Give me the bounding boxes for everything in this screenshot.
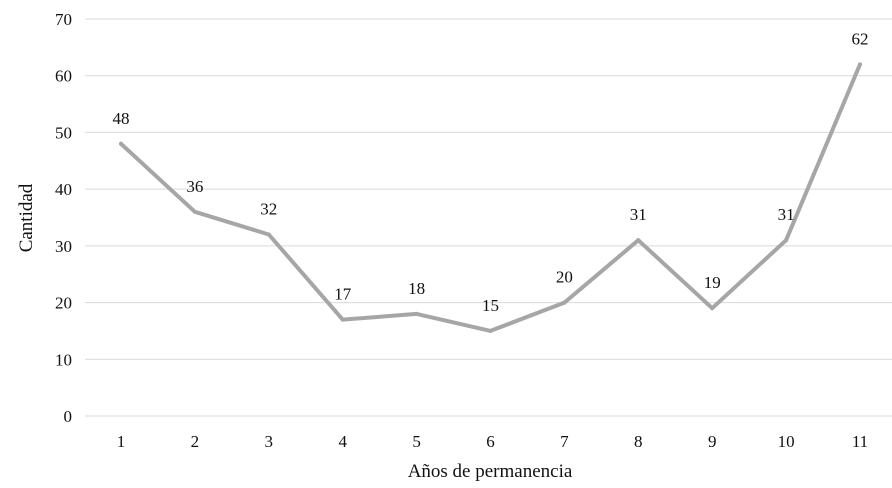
y-tick-label: 50 bbox=[55, 123, 72, 142]
gridlines bbox=[85, 18, 892, 417]
data-label: 20 bbox=[556, 268, 573, 287]
y-tick-label: 40 bbox=[55, 180, 72, 199]
data-label: 17 bbox=[334, 285, 352, 304]
data-point bbox=[488, 328, 493, 333]
y-tick-label: 10 bbox=[55, 350, 72, 369]
x-axis-ticks: 1 2 3 4 5 6 7 8 9 10 11 bbox=[117, 432, 868, 451]
data-label: 48 bbox=[113, 109, 130, 128]
data-point bbox=[119, 141, 123, 146]
data-labels: 48 36 32 17 18 15 20 31 19 31 62 bbox=[113, 29, 869, 315]
y-tick-label: 20 bbox=[55, 294, 72, 313]
data-point bbox=[636, 238, 641, 243]
data-label: 36 bbox=[186, 177, 203, 196]
x-axis-title: Años de permanencia bbox=[408, 461, 573, 482]
series-line bbox=[119, 62, 862, 333]
data-label: 62 bbox=[852, 29, 869, 48]
data-label: 31 bbox=[778, 205, 795, 224]
data-point bbox=[710, 306, 715, 311]
x-tick-label: 3 bbox=[265, 432, 274, 451]
data-point bbox=[562, 300, 567, 305]
data-label: 32 bbox=[260, 200, 277, 219]
y-tick-label: 30 bbox=[55, 237, 72, 256]
x-tick-label: 7 bbox=[560, 432, 569, 451]
data-point bbox=[266, 232, 271, 237]
data-point bbox=[858, 62, 862, 67]
x-tick-label: 4 bbox=[338, 432, 347, 451]
data-point bbox=[340, 317, 345, 322]
x-tick-label: 9 bbox=[708, 432, 717, 451]
x-tick-label: 2 bbox=[191, 432, 200, 451]
data-label: 19 bbox=[704, 273, 721, 292]
x-tick-label: 10 bbox=[778, 432, 795, 451]
y-tick-label: 0 bbox=[64, 407, 73, 426]
y-axis-ticks: 0 10 20 30 40 50 60 70 bbox=[55, 10, 72, 426]
x-tick-label: 6 bbox=[486, 432, 495, 451]
y-axis-title: Cantidad bbox=[16, 183, 37, 252]
data-label: 18 bbox=[408, 279, 425, 298]
x-tick-label: 1 bbox=[117, 432, 126, 451]
data-point bbox=[784, 238, 789, 243]
y-tick-label: 70 bbox=[55, 10, 72, 29]
x-tick-label: 8 bbox=[634, 432, 643, 451]
x-tick-label: 5 bbox=[412, 432, 421, 451]
data-point bbox=[192, 209, 197, 214]
data-label: 31 bbox=[630, 205, 647, 224]
data-label: 15 bbox=[482, 296, 499, 315]
y-tick-label: 60 bbox=[55, 67, 72, 86]
x-tick-label: 11 bbox=[852, 432, 868, 451]
data-point bbox=[414, 311, 419, 316]
series-group bbox=[119, 62, 862, 333]
